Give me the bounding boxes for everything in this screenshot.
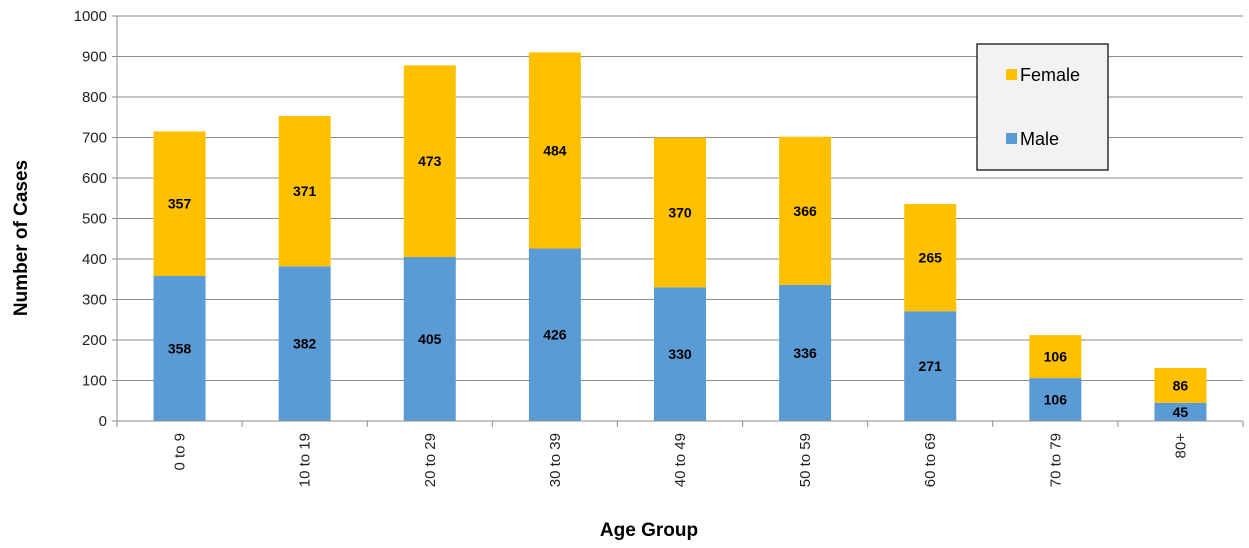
y-tick-label: 100 [82, 373, 107, 390]
bar-female [528, 52, 581, 249]
data-label-male: 426 [543, 327, 567, 343]
data-label-female: 366 [793, 203, 817, 219]
y-tick-label: 800 [82, 89, 107, 106]
bar-male [779, 284, 832, 421]
bar-female [654, 137, 706, 288]
y-tick-label: 700 [82, 130, 107, 147]
data-label-female: 484 [543, 142, 567, 158]
data-label-female: 370 [668, 204, 692, 220]
data-label-male: 330 [668, 346, 692, 362]
bar-female [904, 203, 957, 312]
data-label-male: 358 [168, 341, 192, 357]
y-tick-label: 300 [82, 292, 107, 309]
data-label-male: 45 [1173, 404, 1189, 420]
y-axis-ticks: 0 100 200 300 400 500 600 700 800 900 1000 [74, 8, 117, 430]
data-label-female: 265 [919, 250, 943, 266]
y-axis-title: Number of Cases [11, 160, 32, 316]
x-axis-ticks: 0 to 9 10 to 19 20 to 29 30 to 39 40 to 49 50… [116, 421, 1244, 487]
x-tick-label: 0 to 9 [172, 433, 189, 471]
y-tick-label: 900 [82, 49, 107, 66]
bar-male [654, 287, 706, 421]
bar-male [278, 266, 331, 421]
x-axis [116, 16, 1243, 422]
y-tick-label: 0 [99, 413, 107, 430]
x-tick-label: 80+ [1172, 433, 1189, 459]
y-tick-label: 1000 [74, 8, 107, 25]
data-label-male: 106 [1044, 392, 1068, 408]
bar-female [278, 116, 331, 267]
x-axis-title: Age Group [600, 520, 698, 541]
bar-female [153, 131, 206, 277]
data-label-male: 336 [793, 345, 817, 361]
y-tick-label: 200 [82, 332, 107, 349]
x-tick-label: 70 to 79 [1047, 433, 1064, 487]
bars: 358 357 382 371 405 473 426 484 330 370 336 366 271 2… [153, 52, 1207, 421]
bar-male [1154, 402, 1207, 421]
bar-female [403, 65, 456, 257]
y-tick-label: 600 [82, 170, 107, 187]
y-tick-label: 400 [82, 251, 107, 268]
y-tick-label: 500 [82, 211, 107, 228]
legend-box [976, 43, 1109, 171]
legend: Female Male [976, 43, 1109, 171]
bar-male [403, 256, 456, 421]
x-tick-label: 10 to 19 [297, 433, 314, 487]
data-label-male: 382 [293, 336, 317, 352]
data-label-female: 371 [293, 183, 317, 199]
data-label-female: 86 [1173, 377, 1189, 393]
legend-label-female: Female [1020, 65, 1080, 85]
bar-male [1029, 378, 1082, 421]
bar-male [528, 248, 581, 421]
bar-female [779, 136, 832, 285]
data-label-male: 271 [919, 358, 943, 374]
bar-male [153, 276, 206, 421]
data-label-male: 405 [418, 331, 442, 347]
data-label-female: 473 [418, 153, 442, 169]
legend-swatch-female [1006, 69, 1017, 80]
bar-female [1154, 367, 1207, 403]
x-tick-label: 50 to 59 [797, 433, 814, 487]
data-label-female: 357 [168, 196, 192, 212]
legend-swatch-male [1006, 133, 1017, 144]
legend-label-male: Male [1020, 129, 1059, 149]
x-tick-label: 30 to 39 [547, 433, 564, 487]
bar-female [1029, 335, 1082, 379]
x-tick-label: 60 to 69 [922, 433, 939, 487]
data-label-female: 106 [1044, 349, 1068, 365]
x-tick-label: 20 to 29 [422, 433, 439, 487]
x-tick-label: 40 to 49 [672, 433, 689, 487]
bar-male [904, 311, 957, 421]
